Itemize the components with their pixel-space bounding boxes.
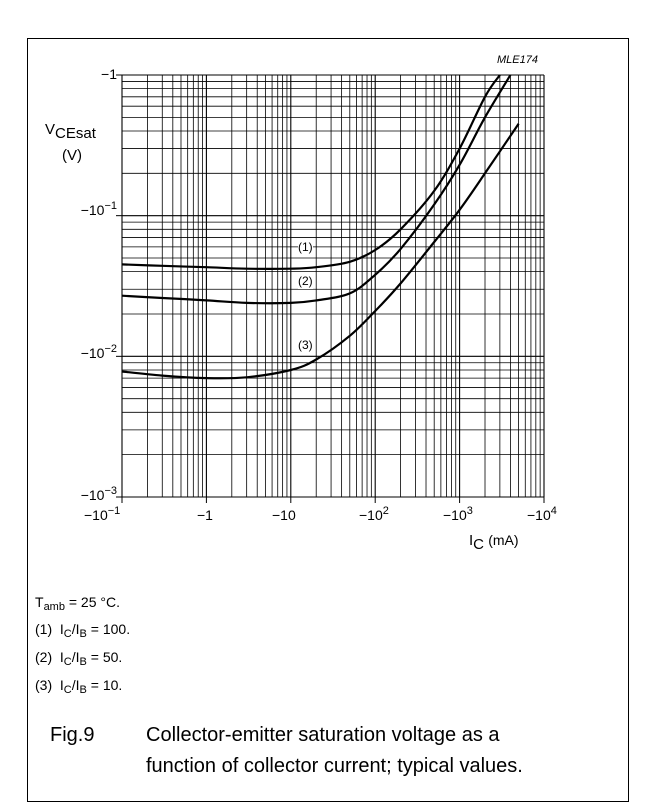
series-label-3: (3) (298, 337, 313, 353)
x-tick-label-5: −104 (527, 505, 557, 524)
figure-number: Fig.9 (50, 724, 95, 746)
figure-frame (27, 38, 629, 802)
series-label-1: (1) (298, 239, 313, 255)
x-tick-label-2: −10 (272, 507, 296, 523)
chart-series (121, 74, 520, 380)
note-item-1: (1) IC/IB = 100. (35, 621, 131, 640)
note-item-2: (2) IC/IB = 50. (35, 649, 123, 668)
y-tick-label-2: −10−2 (80, 343, 117, 362)
note-temperature: Tamb = 25 °C. (35, 594, 120, 613)
x-tick-label-0: −10−1 (84, 505, 121, 524)
y-axis-label: VCEsat (45, 121, 96, 142)
chart (116, 74, 545, 503)
chart-grid (116, 74, 545, 503)
x-tick-label-4: −103 (443, 505, 473, 524)
x-tick-label-1: −1 (197, 507, 213, 523)
y-tick-label-1: −10−1 (80, 200, 117, 219)
chart-code: MLE174 (497, 54, 538, 66)
series-line-2 (121, 74, 512, 305)
x-axis-label: IC (mA) (469, 532, 519, 553)
caption-line-2: function of collector current; typical v… (146, 755, 523, 777)
x-tick-label-3: −102 (359, 505, 389, 524)
series-label-2: (2) (298, 273, 313, 289)
caption-line-1: Collector-emitter saturation voltage as … (146, 724, 500, 746)
y-tick-label-3: −10−3 (80, 485, 117, 504)
y-axis-unit: (V) (62, 147, 82, 164)
note-item-3: (3) IC/IB = 10. (35, 677, 123, 696)
y-tick-label-0: −1 (101, 66, 117, 82)
series-line-1 (121, 74, 501, 270)
series-line-3 (121, 123, 520, 380)
